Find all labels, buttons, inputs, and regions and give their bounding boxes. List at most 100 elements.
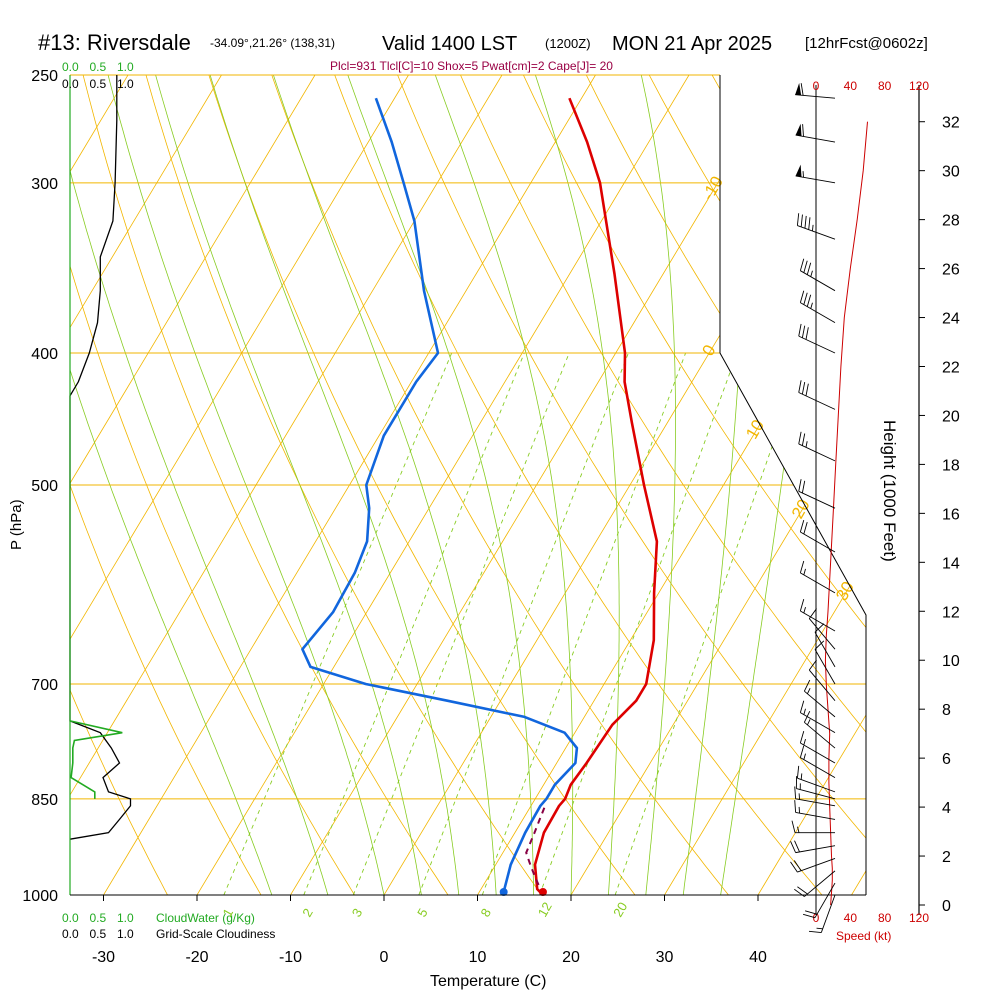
- wind-barb-flag: [802, 124, 804, 137]
- moist-adiabat: [640, 75, 676, 895]
- height-tick-label: 12: [942, 604, 960, 621]
- wind-barb-flag: [804, 215, 807, 229]
- speed-tick-label: 40: [844, 79, 858, 93]
- wind-barb-shaft: [804, 870, 836, 897]
- wind-barb-shaft: [796, 788, 836, 800]
- speed-tick-label: 40: [844, 911, 858, 925]
- surface-dewpoint-dot: [499, 888, 508, 896]
- wind-barb-flag: [814, 640, 825, 650]
- wind-barb-shaft: [814, 632, 836, 668]
- valid-time: Valid 1400 LST: [382, 33, 517, 55]
- wind-barb-shaft: [800, 302, 836, 324]
- moist-adiabat: [273, 75, 497, 895]
- wind-barb-shaft: [795, 94, 836, 99]
- wind-barb-half-flag: [803, 738, 806, 746]
- height-tick-label: 2: [942, 849, 951, 866]
- height-tick-label: 14: [942, 555, 960, 572]
- cloudwater-label: CloudWater (g/Kg): [156, 911, 255, 925]
- wind-barb: [798, 380, 836, 410]
- height-tick-label: 16: [942, 506, 960, 523]
- wind-barb-flag: [794, 786, 797, 799]
- cloudiness-tick-label: 0.5: [90, 77, 107, 91]
- wind-barb: [796, 213, 836, 240]
- wind-barb-flag: [806, 262, 812, 275]
- height-tick-label: 0: [942, 898, 951, 915]
- cloudiness-tick-label: 0.0: [62, 77, 79, 91]
- wind-barb-flag: [799, 599, 805, 612]
- wind-barb-half-flag: [803, 708, 806, 715]
- pressure-tick-label: 850: [31, 792, 58, 809]
- moist-adiabat: [434, 75, 574, 895]
- wind-barb-flag: [793, 860, 802, 871]
- cloudwater-tick-label: 1.0: [117, 60, 134, 74]
- wind-barb-flag: [808, 217, 811, 230]
- wind-barb: [791, 820, 835, 834]
- wind-barb-shaft: [814, 649, 836, 685]
- wind-barb-flag: [798, 479, 802, 492]
- mixing-ratio-line: [418, 352, 629, 895]
- wind-barb-half-flag: [810, 270, 813, 277]
- valid-date: MON 21 Apr 2025: [612, 33, 772, 55]
- height-tick-label: 8: [942, 702, 951, 719]
- isotherm-line: [664, 75, 866, 895]
- wind-speed-line: [824, 121, 868, 906]
- moist-adiabat: [347, 75, 534, 895]
- pressure-tick-label: 400: [31, 346, 58, 363]
- wind-barb-shaft: [795, 811, 836, 820]
- mixing-ratio-label: 12: [535, 899, 555, 919]
- height-tick-label: 30: [942, 164, 960, 181]
- wind-barb-flag: [802, 913, 816, 919]
- wind-barb-flag: [800, 83, 804, 96]
- wind-barb: [803, 679, 836, 718]
- wind-barb-shaft: [798, 392, 836, 410]
- wind-barb: [802, 882, 836, 919]
- moist-adiabat: [155, 75, 422, 895]
- wind-barb: [799, 745, 836, 779]
- wind-barb: [799, 599, 836, 632]
- wind-barb: [798, 479, 836, 509]
- isotherm-line: [70, 75, 222, 895]
- dry-adiabat: [325, 75, 848, 895]
- wind-barb-flag: [804, 910, 818, 915]
- parcel-line: [525, 805, 547, 896]
- wind-barb-shaft: [797, 225, 836, 240]
- wind-barb-flag: [805, 327, 809, 340]
- wind-barb-flag: [801, 325, 806, 338]
- wind-barb-shaft: [795, 175, 836, 184]
- wind-barb-pennant: [795, 123, 802, 137]
- temperature-tick-label: 0: [380, 949, 389, 966]
- wind-barb-flag: [814, 623, 825, 633]
- wind-barb: [795, 83, 836, 99]
- wind-barb: [808, 659, 836, 701]
- wind-barb: [790, 857, 836, 873]
- station-title: #13: Riversdale: [38, 30, 191, 55]
- mixing-ratio-label: 20: [610, 899, 630, 919]
- wind-barb-shaft: [795, 798, 836, 807]
- wind-barb-flag: [790, 841, 797, 853]
- wind-barb: [799, 700, 836, 734]
- height-tick-label: 20: [942, 408, 960, 425]
- y-axis-label: P (hPa): [8, 499, 25, 550]
- wind-barb-shaft: [804, 721, 836, 749]
- wind-barb-shaft: [798, 490, 836, 509]
- wind-barb: [799, 520, 836, 553]
- wind-barb-flag: [798, 431, 802, 445]
- wind-barb-shaft: [798, 443, 836, 462]
- wind-barb-shaft: [795, 845, 836, 854]
- wind-barb: [794, 800, 836, 820]
- wind-barb-flag: [805, 383, 809, 396]
- wind-barb-flag: [803, 522, 808, 535]
- temperature-tick-label: 40: [749, 949, 767, 966]
- wind-barb-flag: [796, 213, 800, 226]
- height-tick-label: 26: [942, 262, 960, 279]
- speed-tick-label: 80: [878, 79, 892, 93]
- wind-barb: [799, 730, 836, 764]
- cloudiness-tick-label: 1.0: [117, 927, 134, 941]
- wind-barb-half-flag: [803, 606, 806, 614]
- height-tick-label: 22: [942, 359, 960, 376]
- x-axis-label: Temperature (C): [430, 973, 546, 990]
- dry-adiabat: [511, 75, 866, 895]
- wind-barb-flag: [801, 433, 806, 446]
- moist-adiabat: [535, 75, 620, 895]
